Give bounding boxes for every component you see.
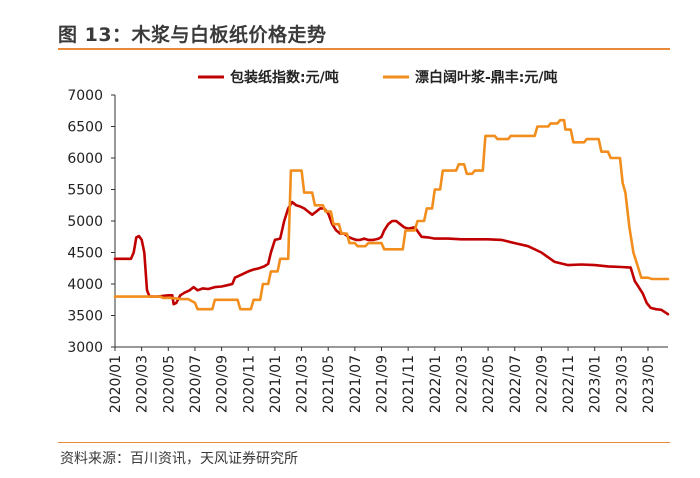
x-tick-label: 2020/05	[161, 355, 177, 413]
x-tick-label: 2021/01	[268, 355, 284, 413]
y-tick-label: 5000	[67, 214, 103, 230]
x-tick-label: 2022/03	[454, 355, 470, 413]
x-tick-label: 2023/01	[588, 355, 604, 413]
chart-legend: 包装纸指数:元/吨 漂白阔叶浆-鼎丰:元/吨	[198, 69, 558, 86]
x-tick-label: 2021/03	[295, 355, 311, 413]
x-tick-label: 2021/09	[375, 355, 391, 413]
y-tick-label: 3000	[67, 340, 103, 356]
x-tick-label: 2020/09	[215, 355, 231, 413]
series-line-2	[113, 118, 670, 311]
y-tick-label: 6000	[67, 151, 103, 167]
x-tick-label: 2020/01	[108, 355, 124, 413]
source-note: 资料来源：百川资讯，天风证券研究所	[60, 451, 298, 467]
chart-axes: 3000 3500 4000 4500 5000 5500 6000 6500 7000 2020…	[67, 88, 668, 413]
y-tick-label: 4000	[67, 277, 103, 293]
x-tick-label: 2023/03	[614, 355, 630, 413]
line-chart: 3000 3500 4000 4500 5000 5500 6000 6500 7000 2020…	[67, 69, 670, 413]
series-line-1	[113, 200, 670, 316]
y-tick-label: 3500	[67, 309, 103, 325]
title-divider	[58, 48, 670, 50]
y-tick-label: 4500	[67, 246, 103, 262]
x-tick-label: 2021/11	[401, 355, 417, 413]
x-tick-label: 2020/11	[241, 355, 257, 413]
legend-label-1: 包装纸指数:元/吨	[230, 69, 339, 86]
x-tick-label: 2020/03	[135, 355, 151, 413]
x-tick-label: 2022/01	[428, 355, 444, 413]
y-tick-label: 5500	[67, 183, 103, 199]
x-tick-label: 2022/07	[508, 355, 524, 413]
legend-label-2: 漂白阔叶浆-鼎丰:元/吨	[415, 69, 558, 86]
x-tick-label: 2022/05	[481, 355, 497, 413]
x-tick-label: 2023/05	[641, 355, 657, 413]
chart-series-lines	[113, 118, 670, 316]
x-tick-label: 2022/11	[561, 355, 577, 413]
y-tick-label: 6500	[67, 120, 103, 136]
chart-title: 图 13：木浆与白板纸价格走势	[58, 24, 327, 46]
x-tick-label: 2021/05	[321, 355, 337, 413]
x-tick-label: 2020/07	[188, 355, 204, 413]
x-tick-label: 2021/07	[348, 355, 364, 413]
source-divider	[58, 442, 670, 443]
x-tick-label: 2022/09	[534, 355, 550, 413]
y-tick-label: 7000	[67, 88, 103, 104]
